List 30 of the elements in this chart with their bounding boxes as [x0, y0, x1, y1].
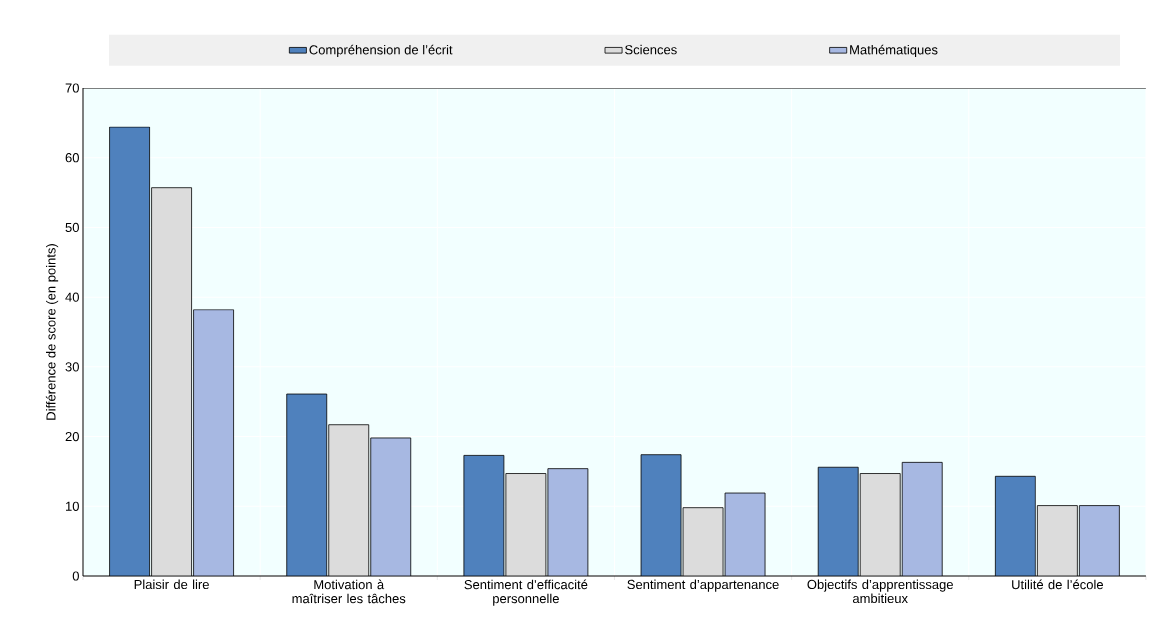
y-axis-title: Différence de score (en points) — [45, 244, 59, 420]
bar — [328, 424, 369, 576]
x-tick-label: Sentiment d’appartenance — [627, 579, 779, 592]
x-tick-label: Sentiment d’efficacité personnelle — [464, 579, 588, 606]
bar — [860, 473, 901, 576]
x-tick-label: Objectifs d’apprentissage ambitieux — [807, 579, 953, 604]
bar — [1036, 505, 1078, 576]
bar — [151, 187, 192, 576]
legend-label: Mathématiques — [850, 44, 938, 57]
y-tick-label: 0 — [72, 571, 79, 581]
y-tick-label: 40 — [65, 292, 79, 302]
bar — [286, 394, 327, 576]
bar — [463, 455, 504, 576]
bar — [109, 127, 150, 576]
y-tick-label: 60 — [65, 153, 79, 163]
x-tick-label: Plaisir de lire — [134, 579, 209, 590]
y-tick-label: 10 — [66, 501, 79, 511]
bar — [994, 475, 1036, 576]
bar — [505, 473, 546, 576]
y-tick-label: 50 — [65, 222, 79, 233]
y-tick-label: 30 — [65, 362, 79, 372]
bar — [683, 507, 724, 576]
y-tick-label: 70 — [65, 83, 79, 93]
x-tick-label: Utilité de l’école — [1012, 579, 1103, 590]
bar — [641, 454, 682, 576]
y-tick-label: 20 — [65, 431, 79, 442]
x-tick-label: Motivation à maîtriser les tâches — [292, 579, 406, 604]
legend-label: Sciences — [625, 44, 677, 55]
legend-label: Compréhension de l’écrit — [309, 44, 453, 57]
bar — [818, 467, 859, 576]
